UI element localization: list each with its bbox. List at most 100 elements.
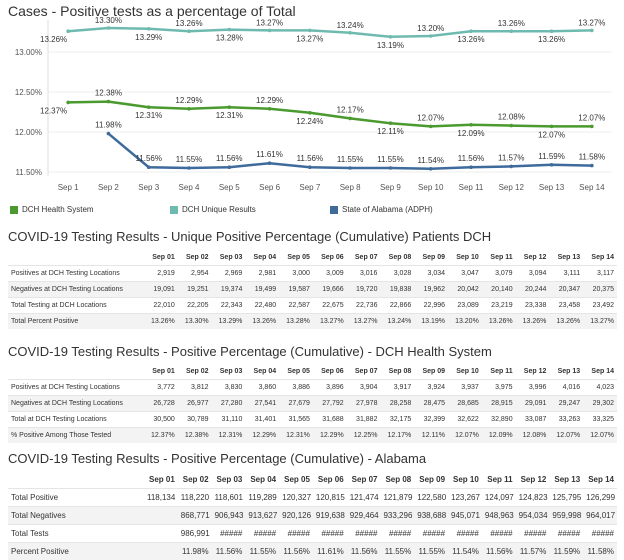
- column-header: Sep 04: [245, 471, 279, 489]
- table-cell: 11.55%: [414, 543, 448, 560]
- table-cell: 13.28%: [279, 314, 313, 330]
- x-tick-label: Sep 5: [219, 183, 240, 192]
- table-cell: 122,580: [414, 489, 448, 507]
- table-cell: 13.20%: [448, 314, 482, 330]
- column-header: Sep 03: [212, 250, 246, 266]
- data-label: 12.29%: [175, 96, 202, 105]
- data-label: 11.56%: [216, 154, 243, 163]
- table-cell: 12.08%: [516, 428, 550, 444]
- table-cell: 27,541: [245, 396, 279, 412]
- table-cell: 12.37%: [144, 428, 178, 444]
- table-cell: 3,047: [448, 266, 482, 282]
- data-point: [268, 161, 272, 165]
- row-label: Total Positive: [8, 489, 144, 507]
- table-cell: 22,343: [212, 298, 246, 314]
- table-cell: 23,338: [516, 298, 550, 314]
- table-cell: 23,089: [448, 298, 482, 314]
- table-cell: 32,890: [482, 412, 516, 428]
- table-cell: 13.24%: [380, 314, 414, 330]
- table-cell: 13.19%: [414, 314, 448, 330]
- column-header: Sep 09: [414, 364, 448, 380]
- table-cell: 954,034: [516, 507, 550, 525]
- table-cell: 12.11%: [414, 428, 448, 444]
- table-cell: 123,267: [448, 489, 482, 507]
- column-header: Sep 10: [448, 364, 482, 380]
- table-cell: 19,251: [178, 282, 212, 298]
- table-cell: 3,016: [347, 266, 381, 282]
- table-cell: 11.56%: [279, 543, 313, 560]
- data-point: [348, 117, 352, 121]
- data-label: 11.55%: [377, 155, 404, 164]
- data-point: [550, 29, 554, 33]
- table-cell: 29,247: [549, 396, 583, 412]
- x-tick-label: Sep 10: [418, 183, 444, 192]
- data-label: 11.59%: [538, 152, 565, 161]
- data-label: 11.58%: [579, 153, 606, 162]
- column-header: Sep 10: [448, 471, 482, 489]
- table-cell: #####: [583, 525, 617, 543]
- table-cell: 30,789: [178, 412, 212, 428]
- table-cell: 13.26%: [549, 314, 583, 330]
- data-point: [308, 29, 312, 33]
- column-header: Sep 03: [212, 471, 246, 489]
- data-label: 11.98%: [95, 121, 122, 130]
- data-label: 12.31%: [135, 111, 162, 120]
- table-cell: 913,627: [245, 507, 279, 525]
- data-point: [147, 27, 151, 31]
- table-cell: 11.56%: [347, 543, 381, 560]
- legend-label: State of Alabama (ADPH): [342, 205, 433, 214]
- data-point: [227, 105, 231, 109]
- data-point: [509, 29, 513, 33]
- table-cell: 3,079: [482, 266, 516, 282]
- column-header: Sep 01: [144, 364, 178, 380]
- table-cell: 13.26%: [482, 314, 516, 330]
- table-cell: 19,587: [279, 282, 313, 298]
- table-cell: 32,175: [380, 412, 414, 428]
- table-cell: 31,401: [245, 412, 279, 428]
- data-point: [227, 28, 231, 32]
- data-label: 12.31%: [216, 111, 243, 120]
- data-point: [147, 105, 151, 109]
- data-label: 13.19%: [377, 41, 404, 50]
- legend-swatch: [170, 206, 178, 214]
- table-cell: 11.98%: [178, 543, 212, 560]
- table-cell: 19,838: [380, 282, 414, 298]
- table-cell: #####: [380, 525, 414, 543]
- table-cell: 3,028: [380, 266, 414, 282]
- data-label: 13.26%: [175, 19, 202, 28]
- column-header: Sep 13: [549, 471, 583, 489]
- table-cell: 12.29%: [245, 428, 279, 444]
- x-tick-label: Sep 11: [459, 183, 484, 192]
- table-cell: [144, 507, 178, 525]
- data-label: 11.55%: [337, 155, 364, 164]
- data-point: [66, 29, 70, 33]
- table-cell: 26,977: [178, 396, 212, 412]
- table-cell: 23,219: [482, 298, 516, 314]
- table-cell: 3,830: [212, 380, 246, 396]
- column-header: Sep 04: [245, 364, 279, 380]
- table-cell: 3,996: [516, 380, 550, 396]
- data-point: [469, 165, 473, 169]
- table-cell: 31,110: [212, 412, 246, 428]
- row-label: Total Percent Positive: [8, 314, 144, 330]
- table-cell: 12.25%: [347, 428, 381, 444]
- column-header: Sep 11: [482, 364, 516, 380]
- data-point: [389, 121, 393, 125]
- table-cell: #####: [549, 525, 583, 543]
- table-cell: #####: [245, 525, 279, 543]
- column-header: Sep 05: [279, 364, 313, 380]
- legend-label: DCH Health System: [22, 205, 94, 214]
- table-cell: 20,244: [516, 282, 550, 298]
- column-header: Sep 12: [516, 471, 550, 489]
- table-cell: 121,879: [380, 489, 414, 507]
- data-label: 12.29%: [256, 96, 283, 105]
- column-header: Sep 10: [448, 250, 482, 266]
- data-point: [187, 166, 191, 170]
- table-cell: 31,882: [347, 412, 381, 428]
- table-cell: 13.30%: [178, 314, 212, 330]
